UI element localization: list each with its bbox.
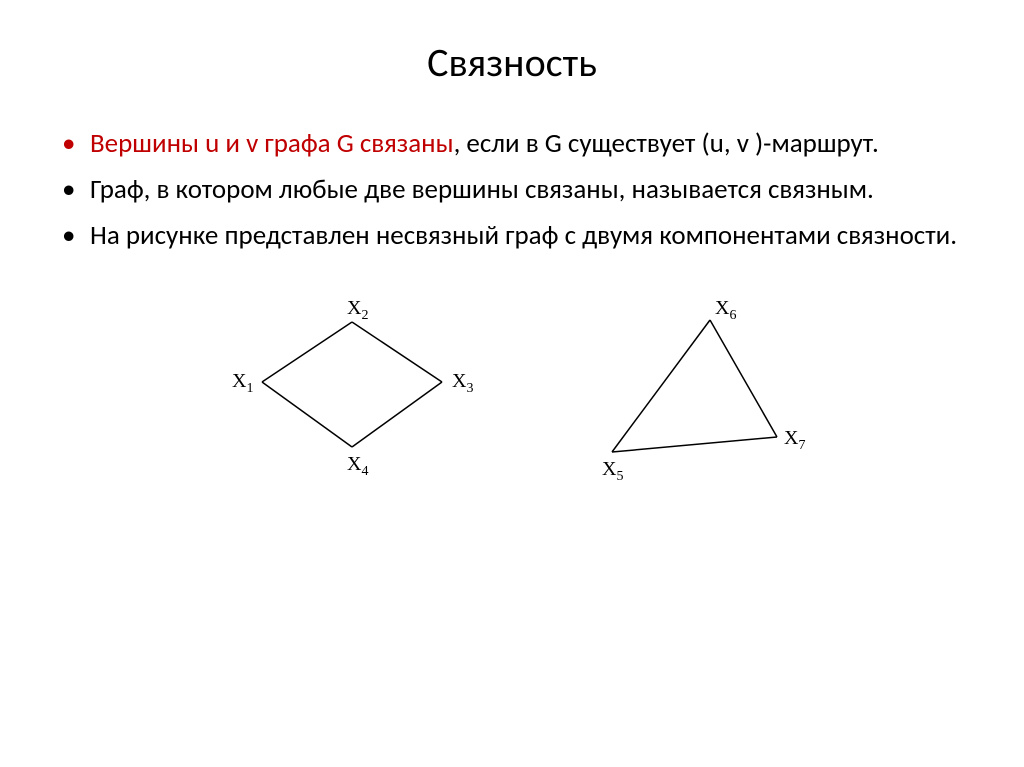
- bullet-2-text: Граф, в котором любые две вершины связан…: [90, 173, 874, 206]
- graph-edge: [612, 437, 777, 452]
- bullet-1-highlight: Вершины u и v графа G связаны: [90, 127, 454, 160]
- bullet-item-2: Граф, в котором любые две вершины связан…: [62, 173, 962, 207]
- graph-edge: [710, 320, 777, 437]
- bullet-item-3: На рисунке представлен несвязный граф с …: [62, 219, 962, 253]
- page-title: Связность: [0, 0, 1024, 127]
- node-label: X1: [232, 370, 253, 396]
- bullet-3-text: На рисунке представлен несвязный граф с …: [90, 219, 957, 252]
- node-label: X5: [602, 458, 623, 484]
- graph-1: X1 X2 X3 X4: [192, 292, 492, 487]
- bullet-list: Вершины u и v графа G связаны, если в G …: [62, 127, 962, 252]
- node-label: X2: [347, 297, 368, 323]
- content-area: Вершины u и v графа G связаны, если в G …: [0, 127, 1024, 487]
- graph-edge: [352, 382, 442, 447]
- node-label: X7: [784, 427, 805, 453]
- node-label: X3: [452, 370, 473, 396]
- graph-edge: [262, 382, 352, 447]
- graph-2-svg: X5 X6 X7: [552, 292, 832, 487]
- bullet-1-rest: , если в G существует (u, v )-маршрут.: [454, 127, 879, 160]
- graph-edge: [262, 322, 352, 382]
- node-label: X6: [715, 297, 736, 323]
- bullet-item-1: Вершины u и v графа G связаны, если в G …: [62, 127, 962, 161]
- graph-1-svg: X1 X2 X3 X4: [192, 292, 492, 482]
- graph-edge: [352, 322, 442, 382]
- diagram-container: X1 X2 X3 X4 X5 X6 X7: [62, 292, 962, 487]
- graph-edge: [612, 320, 710, 452]
- graph-2: X5 X6 X7: [552, 292, 832, 487]
- node-label: X4: [347, 453, 368, 479]
